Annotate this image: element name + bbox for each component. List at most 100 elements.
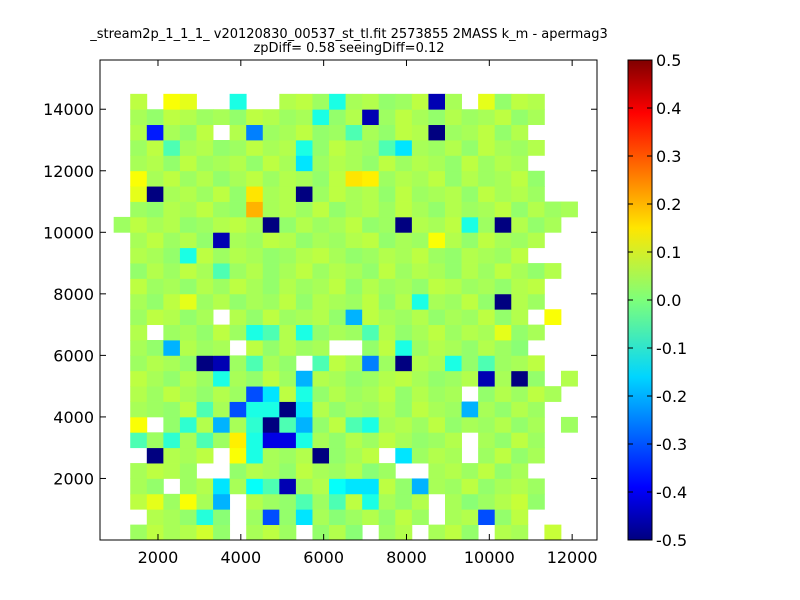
heatmap-cell [462, 186, 479, 202]
heatmap-cell [462, 232, 479, 248]
heatmap-cell [163, 232, 180, 248]
heatmap-cell [528, 355, 545, 371]
heatmap-cell [296, 155, 313, 171]
heatmap-cell [130, 217, 147, 233]
heatmap-cell [395, 155, 412, 171]
heatmap-cell [130, 494, 147, 510]
heatmap-cell [312, 263, 329, 279]
heatmap-cell [230, 94, 247, 110]
heatmap-cell [362, 109, 379, 125]
heatmap-cell [213, 217, 230, 233]
heatmap-cell [395, 386, 412, 402]
heatmap-cell [147, 125, 164, 141]
colorbar-tick-label: -0.1 [656, 339, 687, 358]
heatmap-cell [197, 509, 214, 525]
heatmap-cell [197, 202, 214, 218]
heatmap-cell [329, 109, 346, 125]
chart-title-line-2: zpDiff= 0.58 seeingDiff=0.12 [253, 41, 444, 56]
heatmap-cell [329, 432, 346, 448]
heatmap-cell [163, 494, 180, 510]
heatmap-cell [180, 263, 197, 279]
heatmap-cell [147, 263, 164, 279]
heatmap-cell [379, 94, 396, 110]
heatmap-cell [412, 325, 429, 341]
heatmap-cell [511, 402, 528, 418]
heatmap-cell [263, 232, 280, 248]
heatmap-cell [346, 155, 363, 171]
heatmap-cell [428, 125, 445, 141]
heatmap-cell [279, 217, 296, 233]
heatmap-cell [379, 340, 396, 356]
heatmap-cell [428, 309, 445, 325]
heatmap-cell [395, 140, 412, 156]
heatmap-cell [445, 509, 462, 525]
heatmap-cell [279, 140, 296, 156]
heatmap-cell [445, 186, 462, 202]
heatmap-cell [362, 232, 379, 248]
colorbar-tick-label: 0.2 [656, 195, 681, 214]
heatmap-cell [279, 248, 296, 264]
heatmap-cell [197, 217, 214, 233]
heatmap-cell [478, 494, 495, 510]
heatmap-cell [180, 448, 197, 464]
heatmap-cell [495, 109, 512, 125]
heatmap-cell [312, 386, 329, 402]
y-tick-label: 6000 [53, 346, 94, 365]
heatmap-cell [428, 232, 445, 248]
heatmap-cell [511, 417, 528, 433]
heatmap-cell [296, 171, 313, 187]
heatmap-cell [263, 494, 280, 510]
heatmap-cell [511, 355, 528, 371]
heatmap-cell [163, 140, 180, 156]
heatmap-cell [528, 94, 545, 110]
heatmap-cell [462, 478, 479, 494]
heatmap-cell [478, 509, 495, 525]
heatmap-cell [428, 94, 445, 110]
heatmap-cell [511, 140, 528, 156]
heatmap-cell [511, 109, 528, 125]
heatmap-cell [230, 386, 247, 402]
heatmap-cell [296, 140, 313, 156]
heatmap-cell [445, 109, 462, 125]
heatmap-cell [511, 186, 528, 202]
colorbar-tick-label: 0.1 [656, 243, 681, 262]
heatmap-cell [230, 478, 247, 494]
heatmap-cell [462, 371, 479, 387]
heatmap-cell [230, 125, 247, 141]
heatmap-cell [412, 432, 429, 448]
heatmap-cell [495, 171, 512, 187]
heatmap-cell [279, 432, 296, 448]
heatmap-cell [296, 371, 313, 387]
heatmap-cell [147, 171, 164, 187]
heatmap-cell [263, 125, 280, 141]
heatmap-cell [329, 263, 346, 279]
heatmap-cell [263, 186, 280, 202]
y-tick-label: 12000 [43, 162, 94, 181]
heatmap-cell [147, 386, 164, 402]
heatmap-cell [312, 355, 329, 371]
heatmap-cell [346, 402, 363, 418]
heatmap-cell [495, 417, 512, 433]
heatmap-cell [163, 217, 180, 233]
heatmap-cell [130, 186, 147, 202]
heatmap-cell [395, 509, 412, 525]
heatmap-cell [246, 402, 263, 418]
heatmap-cell [428, 109, 445, 125]
heatmap-cell [296, 325, 313, 341]
heatmap-cell [263, 402, 280, 418]
heatmap-cell [412, 140, 429, 156]
heatmap-cell [428, 248, 445, 264]
heatmap-cell [511, 371, 528, 387]
heatmap-cell [279, 494, 296, 510]
heatmap-cell [312, 509, 329, 525]
heatmap-cell [147, 371, 164, 387]
heatmap-cell [412, 509, 429, 525]
heatmap-cell [362, 278, 379, 294]
heatmap-cell [246, 509, 263, 525]
heatmap-cell [213, 325, 230, 341]
heatmap-cell [263, 278, 280, 294]
heatmap-cell [362, 202, 379, 218]
heatmap-cell [296, 432, 313, 448]
heatmap-cell [312, 202, 329, 218]
colorbar-tick-label: -0.4 [656, 483, 687, 502]
